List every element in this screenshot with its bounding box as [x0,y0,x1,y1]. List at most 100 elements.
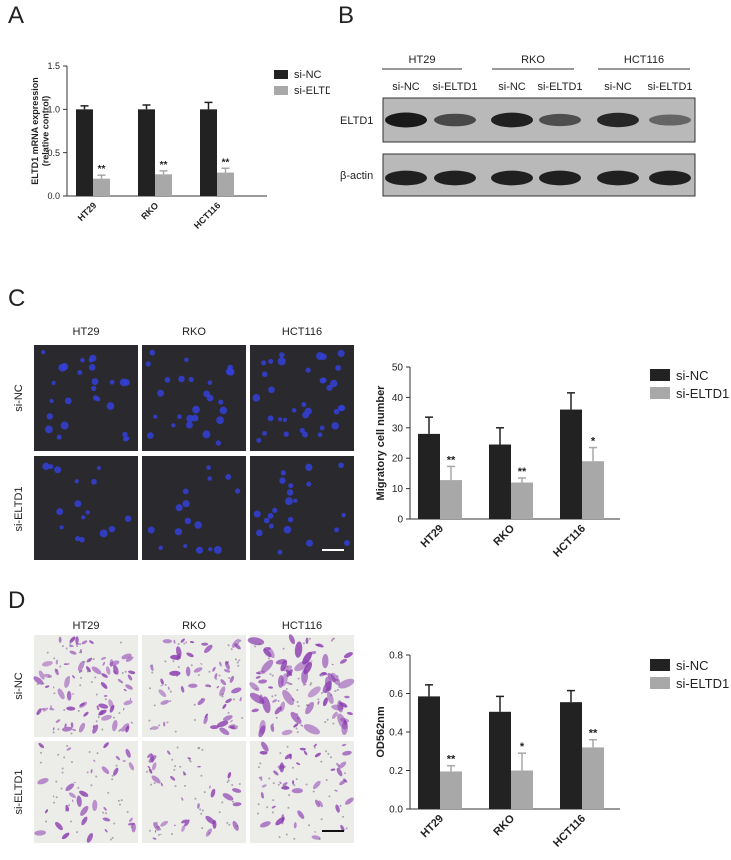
nucleus [305,463,313,471]
stained-cell [338,761,347,769]
bar-si-ELTD1-HCT116 [582,747,604,809]
stained-cell [293,822,297,829]
stained-cell [193,667,203,673]
nucleus [92,395,99,401]
bar-si-NC-HT29 [418,433,440,519]
pore [295,778,298,781]
stained-cell [300,724,304,727]
nucleus [195,546,204,554]
stained-cell [231,687,242,694]
pore [305,783,308,786]
nucleus [256,437,262,443]
stained-cell [123,688,127,692]
stained-cell [69,636,76,643]
y-tick-label: 20 [392,454,404,465]
migration-images: HT29 RKO HCT116 si-NC si-ELTD1 [13,326,354,560]
pore [218,674,221,677]
stained-cell [324,676,332,692]
bar-si-NC-HCT116 [200,109,217,196]
nucleus [272,507,278,513]
panel-letter-c: C [8,285,26,312]
nucleus [81,515,86,520]
y-axis-label: Migratory cell number [375,385,387,501]
y-tick-label: 0.8 [389,651,403,662]
blot-band [539,113,581,127]
pore [80,676,83,679]
y-tick-label: 0 [397,515,403,526]
nucleus [333,408,340,415]
pore [272,799,275,802]
stained-cell [128,762,135,771]
pore [189,760,192,763]
stained-cell [160,782,163,787]
y-tick-label: 0.6 [389,689,403,700]
pore [293,837,296,840]
pore [111,836,114,839]
stained-cell [208,785,211,789]
stained-cell [41,708,46,710]
blot-band [434,170,476,186]
stained-cell [158,825,160,829]
nucleus [175,504,183,512]
pore [113,822,116,825]
stained-cell [277,675,284,688]
nucleus [183,543,188,549]
nucleus [335,364,342,371]
stained-cell [286,681,292,685]
stained-cell [296,762,301,766]
stained-cell [288,634,296,645]
stained-cell [61,726,73,732]
nucleus [207,380,213,386]
stained-cell [267,647,275,659]
stained-cell [37,778,49,785]
pore [320,818,323,821]
stained-cell [159,833,162,836]
row-label-si-NC: si-NC [13,672,25,700]
nucleus [337,349,345,357]
stained-cell [204,713,209,719]
stained-cell [104,829,108,833]
stained-cell [268,686,273,689]
nucleus [56,434,62,440]
stained-cell [343,719,347,726]
nucleus [319,425,325,431]
pore [332,637,335,640]
stained-cell [53,686,55,689]
pore [326,718,329,721]
pore [63,709,66,712]
nucleus [123,379,130,386]
stained-cell [71,693,75,695]
nucleus [252,394,261,402]
nucleus [158,545,163,551]
nucleus [263,517,270,524]
nucleus [293,498,298,503]
stained-cell [80,805,89,816]
stained-cell [105,666,111,675]
stained-cell [197,698,206,706]
nucleus [279,352,285,358]
stained-cell [290,711,302,724]
stained-cell [231,788,242,793]
blot-band [649,114,691,126]
nucleus [88,364,96,371]
pore [208,670,211,673]
stained-cell [297,810,305,819]
pore [95,720,98,723]
nucleus [282,417,288,422]
pore [172,660,175,663]
stained-cell [109,660,120,666]
legend-swatch-si-NC [650,659,670,671]
pore [327,752,330,755]
stained-cell [169,670,181,676]
pore [173,768,176,771]
stained-cell [122,760,126,762]
pore [40,751,43,754]
nucleus [184,517,192,525]
pore [319,673,322,676]
stained-cell [302,651,312,665]
nucleus [192,405,200,414]
blot-band [491,170,533,186]
stained-cell [103,806,107,811]
pore [209,685,212,688]
stained-cell [112,719,118,732]
